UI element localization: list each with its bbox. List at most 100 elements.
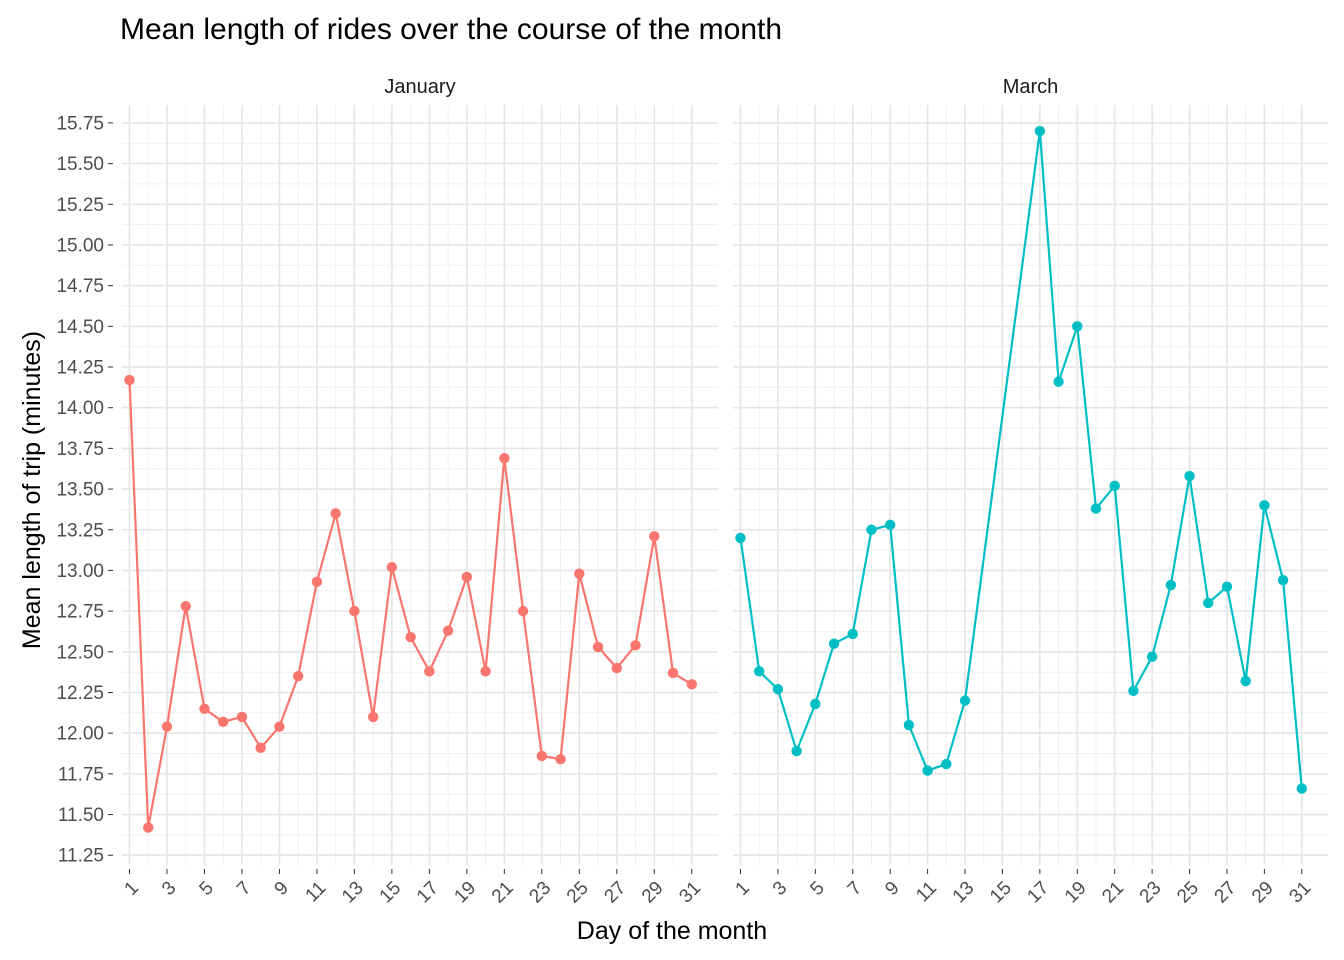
data-point — [1053, 376, 1064, 387]
y-tick-label: 14.75 — [56, 276, 104, 297]
data-point — [1165, 579, 1177, 591]
data-point — [574, 568, 585, 579]
data-point — [959, 695, 971, 706]
data-point — [903, 719, 915, 731]
data-point — [1184, 470, 1195, 482]
data-point — [1221, 581, 1233, 592]
y-axis: 11.25 11.50 11.75 12.00 12.25 12.50 12.75 13.00… — [56, 113, 113, 867]
data-point — [810, 698, 821, 710]
data-point — [536, 750, 548, 762]
data-point — [791, 745, 802, 757]
data-point — [555, 754, 566, 765]
data-point — [255, 742, 266, 754]
data-point — [143, 822, 154, 833]
data-point — [649, 531, 660, 542]
data-point — [274, 721, 285, 732]
y-axis-label: Mean length of trip (minutes) — [18, 331, 46, 649]
series-line-march — [739, 129, 1303, 789]
data-point — [735, 532, 746, 544]
y-tick-label: 13.50 — [56, 480, 104, 501]
data-point — [367, 711, 379, 723]
y-tick-label: 15.00 — [56, 235, 104, 256]
data-point — [311, 576, 323, 588]
x-tick-label: 11 — [302, 878, 331, 907]
data-point — [1109, 480, 1120, 492]
data-point — [1034, 125, 1046, 137]
x-tick-label: 5 — [806, 878, 828, 900]
data-point — [941, 758, 952, 770]
x-tick-label: 29 — [1248, 878, 1278, 908]
x-tick-label: 23 — [525, 878, 555, 908]
y-tick-label: 12.50 — [56, 642, 104, 663]
data-point — [218, 716, 229, 727]
data-point — [772, 684, 784, 695]
y-tick-label: 11.25 — [58, 846, 104, 867]
data-point — [517, 605, 529, 617]
data-point — [330, 508, 341, 519]
x-tick-label: 5 — [196, 878, 218, 900]
x-tick-label: 15 — [986, 878, 1016, 908]
data-point — [753, 666, 765, 677]
data-point — [686, 679, 697, 690]
x-tick-label: 25 — [563, 878, 593, 908]
x-tick-label: 17 — [413, 878, 443, 908]
data-point — [630, 640, 641, 651]
data-point — [292, 671, 304, 682]
y-tick-label: 15.50 — [56, 154, 104, 175]
x-tick-label: 21 — [488, 878, 518, 908]
x-tick-label: 3 — [769, 878, 791, 900]
facet-strip-label: January — [384, 76, 455, 98]
data-point — [922, 765, 933, 776]
x-tick-label: 13 — [949, 878, 979, 908]
data-point — [828, 638, 840, 649]
data-point — [405, 631, 416, 643]
y-tick-label: 13.75 — [56, 439, 104, 460]
y-tick-label: 11.75 — [58, 764, 104, 785]
facet-strip-label: March — [1003, 76, 1059, 98]
data-point — [1203, 597, 1214, 609]
x-tick-label: 9 — [271, 878, 293, 900]
x-axis-label: Day of the month — [577, 917, 767, 945]
x-tick-label: 29 — [638, 878, 668, 908]
x-tick-label: 7 — [844, 878, 866, 900]
x-tick-label: 27 — [600, 878, 630, 908]
y-tick-label: 13.25 — [56, 520, 104, 541]
y-tick-label: 15.75 — [56, 113, 104, 134]
x-tick-label: 21 — [1098, 878, 1128, 908]
x-tick-label: 7 — [233, 878, 255, 900]
data-point — [884, 519, 896, 531]
data-point — [1296, 783, 1308, 794]
y-tick-label: 15.25 — [56, 195, 104, 216]
data-point — [180, 601, 191, 612]
data-point — [461, 571, 473, 583]
data-point — [499, 452, 510, 464]
x-tick-label: 27 — [1211, 878, 1241, 908]
x-tick-label: 19 — [450, 878, 480, 908]
data-point — [236, 711, 248, 723]
x-tick-label: 9 — [881, 878, 903, 900]
data-point — [1277, 575, 1289, 586]
x-tick-label: 19 — [1061, 878, 1091, 908]
data-point — [1090, 503, 1102, 514]
data-point — [1072, 321, 1083, 332]
data-point — [386, 561, 398, 573]
data-point — [847, 628, 858, 640]
x-tick-label: 1 — [732, 878, 754, 900]
x-tick-label: 1 — [121, 878, 143, 900]
x-tick-label: 15 — [376, 878, 406, 908]
y-tick-label: 11.50 — [58, 805, 104, 826]
x-tick-label: 25 — [1173, 878, 1203, 908]
x-tick-label: 11 — [912, 878, 941, 907]
data-point — [442, 625, 454, 636]
data-point — [1240, 675, 1251, 687]
data-point — [1259, 500, 1270, 511]
data-point — [611, 662, 622, 674]
data-point — [124, 374, 135, 386]
x-tick-label: 23 — [1136, 878, 1166, 908]
data-point — [866, 524, 877, 535]
x-tick-label: 31 — [675, 878, 705, 908]
